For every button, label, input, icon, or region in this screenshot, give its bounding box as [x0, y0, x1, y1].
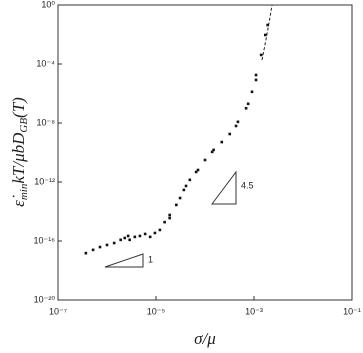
point: [188, 178, 192, 182]
point: [263, 33, 267, 37]
x-tick-label: 10⁻³: [245, 306, 263, 316]
y-axis-label: ε̇minkT/μbDGB(T): [9, 97, 30, 207]
point: [184, 184, 188, 188]
point: [91, 248, 95, 252]
point: [196, 168, 200, 172]
y-label-part: min: [18, 183, 30, 200]
point: [148, 235, 152, 239]
y-tick-label: 10⁻²⁰: [34, 294, 56, 304]
slope-triangle: [211, 170, 237, 205]
point: [266, 23, 269, 27]
point: [84, 251, 88, 255]
point: [112, 241, 116, 245]
point: [212, 148, 215, 152]
point: [163, 220, 166, 224]
slope-label: 1: [148, 254, 153, 264]
slope-label: 4.5: [241, 180, 254, 190]
point: [228, 132, 232, 136]
point: [153, 231, 157, 235]
y-label-part: (T): [9, 97, 28, 118]
y-tick-label: 10⁻¹²: [34, 176, 55, 186]
point: [123, 236, 127, 240]
point: [178, 196, 182, 200]
point: [210, 150, 214, 154]
point: [244, 106, 248, 110]
y-label-part: kT/μbD: [9, 132, 28, 184]
plot-frame: [57, 4, 353, 301]
point: [182, 188, 186, 192]
point: [175, 203, 178, 207]
y-tick-label: 10⁻¹⁶: [34, 235, 56, 245]
point: [158, 228, 162, 232]
point: [105, 243, 109, 247]
x-axis-label: σ/μ: [194, 329, 216, 348]
point: [138, 234, 142, 238]
point: [259, 53, 263, 57]
y-tick-label: 10⁻⁸: [36, 117, 55, 127]
point: [133, 235, 137, 239]
point: [254, 78, 258, 82]
x-tick-label: 10⁻¹: [343, 306, 361, 316]
point: [143, 232, 147, 236]
y-tick-label: 10⁰: [41, 0, 55, 9]
point: [128, 238, 131, 242]
point: [126, 234, 130, 238]
point: [234, 124, 238, 128]
point: [168, 213, 171, 217]
point: [250, 90, 254, 94]
point: [246, 102, 250, 106]
point: [168, 216, 171, 220]
point: [254, 73, 258, 77]
x-tick-label: 10⁻⁵: [147, 306, 166, 316]
point: [220, 140, 224, 144]
y-label-part: ε̇: [9, 195, 28, 207]
point: [236, 120, 240, 124]
y-label-part: GB: [18, 118, 30, 133]
point: [119, 238, 122, 242]
point: [203, 158, 207, 162]
fit-curve: [261, 4, 273, 61]
x-tick-label: 10⁻⁷: [49, 306, 67, 316]
slope-triangle: [104, 253, 144, 268]
y-tick-label: 10⁻⁴: [36, 58, 55, 68]
point: [194, 170, 198, 174]
point: [98, 245, 102, 249]
